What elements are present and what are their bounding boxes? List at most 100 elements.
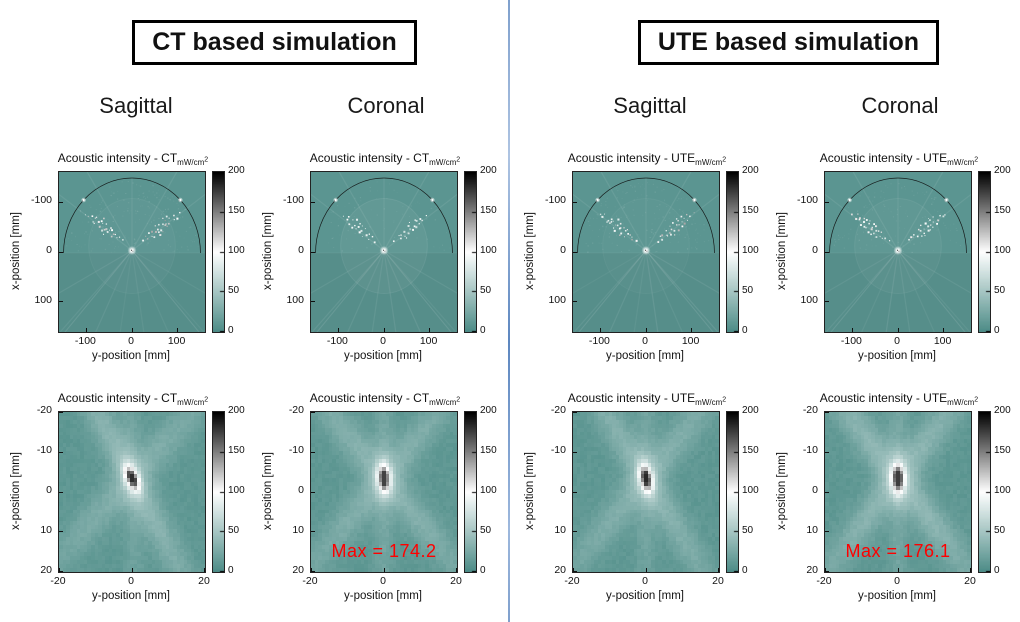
colorbar-canvas (213, 412, 224, 572)
x-axis-label: y-position [mm] (92, 590, 170, 602)
plot-title-text: Acoustic intensity - CT (57, 391, 178, 405)
x-tick-label: 100 (681, 335, 700, 347)
y-tick-mark (573, 491, 577, 493)
plot-title: Acoustic intensity - UTEmW/cm2 (548, 391, 746, 407)
heatmap-canvas (311, 172, 457, 332)
y-tick-mark (573, 571, 577, 572)
y-tick-mark (311, 412, 315, 413)
panel-ute-sagittal-overview: Acoustic intensity - UTEmW/cm2 x-position… (514, 138, 766, 378)
colorbar-canvas (727, 172, 738, 332)
x-tick-label: 20 (964, 575, 976, 587)
y-tick-mark (311, 531, 315, 533)
colorbar-canvas (979, 172, 990, 332)
section-title-box-ute: UTE based simulation (637, 20, 940, 65)
y-tick-mark (59, 451, 63, 453)
colorbar-canvas (979, 412, 990, 572)
y-tick-label: 20 (554, 564, 566, 576)
plot-title: Acoustic intensity - CTmW/cm2 (286, 391, 484, 407)
heatmap-canvas (573, 172, 719, 332)
colorbar-tick-label: 50 (228, 285, 240, 296)
x-tick-mark (59, 568, 60, 572)
colorbar (464, 411, 477, 573)
y-tick-label: 10 (292, 524, 304, 536)
y-tick-label: 100 (286, 294, 304, 306)
y-tick-label: 0 (812, 484, 818, 496)
plot-title-unit-sup: 2 (456, 156, 461, 164)
plot-title-text: Acoustic intensity - CT (309, 391, 430, 405)
x-tick-mark (86, 328, 88, 332)
y-tick-mark (311, 251, 315, 253)
colorbar-tick-label: 200 (742, 165, 759, 176)
x-tick-label: 0 (380, 575, 386, 587)
plot-title-unit: mW/cm2 (429, 396, 461, 408)
x-tick-mark (897, 568, 899, 572)
colorbar-tick-label: 0 (994, 325, 1000, 336)
column-header-coronal: Coronal (861, 93, 939, 118)
heatmap-canvas (311, 412, 457, 572)
colorbar (726, 171, 739, 333)
colorbar-tick-label: 50 (742, 285, 754, 296)
x-tick-mark (600, 328, 602, 332)
plot-title-unit: mW/cm2 (947, 396, 979, 408)
plot-title: Acoustic intensity - CTmW/cm2 (286, 151, 484, 167)
y-tick-label: 100 (800, 294, 818, 306)
y-tick-mark (825, 412, 829, 413)
y-tick-label: 100 (548, 294, 566, 306)
y-tick-mark (311, 491, 315, 493)
x-tick-label: -100 (326, 335, 348, 347)
y-tick-label: 0 (46, 244, 52, 256)
x-tick-mark (204, 568, 205, 572)
x-tick-label: 20 (712, 575, 724, 587)
y-tick-label: -100 (544, 194, 566, 206)
colorbar-canvas (727, 412, 738, 572)
plot-title-unit-sup: 2 (974, 396, 979, 404)
plot-grid-ute: Acoustic intensity - UTEmW/cm2 x-position… (514, 138, 1018, 618)
y-tick-mark (825, 491, 829, 493)
panel-ct-coronal-zoom: Acoustic intensity - CTmW/cm2 x-position … (252, 378, 504, 618)
colorbar-tick-label: 0 (480, 565, 486, 576)
plot-title-text: Acoustic intensity - CT (309, 151, 430, 165)
colorbar-tick-label: 150 (480, 205, 497, 216)
colorbar-tick-label: 150 (994, 205, 1011, 216)
y-tick-mark (311, 301, 315, 303)
y-tick-label: -10 (288, 444, 304, 456)
y-tick-label: -10 (550, 444, 566, 456)
plot-title-unit-sup: 2 (204, 156, 209, 164)
heatmap-plot (58, 411, 206, 573)
colorbar-tick-label: 150 (228, 205, 245, 216)
x-tick-label: -20 (302, 575, 318, 587)
x-tick-mark (383, 328, 385, 332)
x-tick-mark (176, 328, 178, 332)
y-tick-mark (59, 251, 63, 253)
max-value-label: Max = 176.1 (845, 541, 951, 561)
heatmap-canvas (573, 412, 719, 572)
x-tick-label: -20 (816, 575, 832, 587)
colorbar (726, 411, 739, 573)
section-ct: CT based simulation Sagittal Coronal Aco… (0, 0, 505, 622)
y-tick-label: 0 (812, 244, 818, 256)
colorbar-tick-label: 150 (994, 445, 1011, 456)
y-tick-label: 0 (560, 484, 566, 496)
heatmap-canvas (825, 172, 971, 332)
y-tick-mark (825, 451, 829, 453)
colorbar-tick-label: 150 (742, 445, 759, 456)
y-tick-label: 20 (40, 564, 52, 576)
plot-title-unit-sup: 2 (204, 396, 209, 404)
y-tick-label: 0 (46, 484, 52, 496)
x-tick-mark (645, 568, 647, 572)
x-tick-mark (338, 328, 340, 332)
x-tick-mark (825, 568, 826, 572)
plot-title: Acoustic intensity - CTmW/cm2 (34, 391, 232, 407)
plot-title-unit-sup: 2 (722, 396, 727, 404)
colorbar-tick-label: 100 (228, 485, 245, 496)
colorbar (212, 411, 225, 573)
colorbar-tick-label: 200 (480, 165, 497, 176)
colorbar-tick-label: 0 (994, 565, 1000, 576)
plot-title-unit: mW/cm2 (695, 157, 726, 168)
x-tick-label: 0 (894, 575, 900, 587)
plot-title-unit-sup: 2 (456, 396, 461, 404)
y-tick-label: -20 (550, 404, 566, 416)
colorbar-tick-label: 200 (480, 405, 497, 416)
x-tick-label: 0 (128, 575, 134, 587)
plot-grid-ct: Acoustic intensity - CTmW/cm2 x-position … (0, 138, 504, 618)
